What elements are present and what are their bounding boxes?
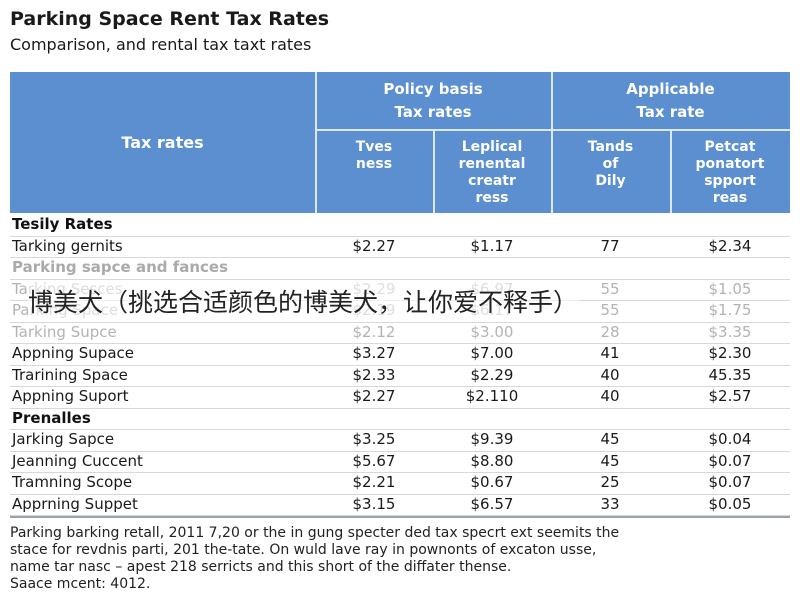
cell-value: 25 (600, 473, 620, 491)
header-divider (551, 72, 553, 213)
cell-value: $3.15 (352, 494, 396, 513)
cell-value: $2.29 (470, 365, 514, 384)
cell-value: 77 (600, 236, 620, 255)
subtitle: Comparison, and rental tax taxt rates (10, 35, 312, 54)
cell-value: $0.07 (708, 451, 752, 470)
group-label: Applicable (626, 80, 715, 98)
row-label: Jarking Sapce (12, 430, 115, 448)
column-label: Tves (355, 139, 393, 155)
cell-value: $9.39 (470, 430, 514, 448)
cell-value: $2.110 (465, 387, 519, 405)
table-border (10, 516, 790, 518)
cell-value: $2.33 (352, 365, 396, 384)
column-label: spport (704, 173, 756, 189)
cell-value: $1.17 (470, 236, 514, 255)
row-label: Tramning Scope (12, 473, 133, 491)
cell-value: 41 (600, 344, 620, 362)
header-divider (670, 130, 672, 213)
group-label: Policy basis (383, 80, 483, 98)
header-divider (315, 129, 790, 131)
cell-value: $2.30 (708, 344, 752, 362)
header-divider (433, 130, 435, 213)
row-divider (10, 278, 790, 280)
cell-value: 33 (600, 494, 620, 513)
row-divider (10, 343, 790, 344)
table-header (10, 72, 790, 213)
cell-value: 40 (600, 387, 620, 405)
row-label: Appning Supace (12, 344, 134, 362)
row-divider (10, 515, 790, 516)
column-label: Tands (587, 139, 634, 155)
cell-value: $6.57 (470, 494, 514, 513)
cell-value: $2.34 (708, 236, 752, 255)
cell-value: $0.04 (708, 430, 752, 448)
column-label: Petcat (704, 139, 756, 155)
cell-value: $1.75 (708, 301, 752, 319)
column-label: reas (712, 190, 748, 206)
cell-value: 55 (600, 279, 620, 298)
footnote: stace for revdnis parti, 201 the-tate. O… (10, 542, 597, 558)
section-title: Prenalles (12, 408, 91, 427)
row-divider (10, 235, 790, 237)
cell-value: $3.00 (470, 322, 514, 341)
overlay-text: 博美犬（挑选合适颜色的博美犬，让你爱不释手） (28, 283, 579, 319)
section-title: Tesily Rates (12, 215, 113, 233)
row-label: Tarking Supce (12, 322, 117, 341)
cell-value: 45 (600, 451, 620, 470)
cell-value: $3.25 (352, 430, 396, 448)
title: Parking Space Rent Tax Rates (10, 8, 330, 30)
cell-value: $0.05 (708, 494, 752, 513)
cell-value: $7.00 (470, 344, 514, 362)
corner-label: Tax rates (121, 133, 204, 152)
cell-value: 28 (600, 322, 620, 341)
cell-value: $2.21 (352, 473, 396, 491)
column-label: Leplical (461, 139, 523, 155)
column-label: Dily (595, 173, 626, 189)
cell-value: 45 (600, 430, 620, 448)
cell-value: $0.67 (470, 473, 514, 491)
column-label: ress (475, 190, 509, 206)
group-label: Tax rate (636, 103, 705, 121)
cell-value: $8.80 (470, 451, 514, 470)
cell-value: $2.57 (708, 387, 752, 405)
row-label: Jeanning Cuccent (12, 451, 143, 470)
row-divider (10, 472, 790, 473)
cell-value: 45.35 (708, 365, 752, 384)
cell-value: $3.27 (352, 344, 396, 362)
row-divider (10, 450, 790, 452)
footnote: Parking barking retall, 2011 7,20 or the… (10, 525, 620, 541)
footnote: name tar nasc – apest 218 serricts and t… (10, 559, 512, 575)
cell-value: $0.07 (708, 473, 752, 491)
column-label: renental (458, 156, 526, 172)
row-label: Trarining Space (12, 365, 128, 384)
cell-value: $2.27 (352, 236, 396, 255)
column-label: of (602, 156, 619, 172)
footnote: Saace mcent: 4012. (10, 576, 151, 592)
cell-value: $3.35 (708, 322, 752, 341)
cell-value: $5.67 (352, 451, 396, 470)
column-label: ness (355, 156, 393, 172)
row-label: Apprning Suppet (12, 494, 138, 513)
row-divider (10, 257, 790, 258)
section-title: Parking sapce and fances (12, 258, 229, 276)
row-label: Appning Suport (12, 387, 129, 405)
cell-value: 55 (600, 301, 620, 319)
cell-value: 40 (600, 365, 620, 384)
row-label: Tarking gernits (12, 236, 123, 255)
row-divider (10, 407, 790, 409)
row-divider (10, 493, 790, 495)
column-label: ponatort (695, 156, 765, 172)
row-divider (10, 321, 790, 323)
group-label: Tax rates (394, 103, 472, 121)
column-label: creatr (468, 173, 516, 189)
cell-value: $2.27 (352, 387, 396, 405)
cell-value: $1.05 (708, 279, 752, 298)
row-divider (10, 386, 790, 387)
row-divider (10, 364, 790, 366)
cell-value: $2.12 (352, 322, 396, 341)
header-divider (315, 72, 317, 213)
row-divider (10, 429, 790, 430)
